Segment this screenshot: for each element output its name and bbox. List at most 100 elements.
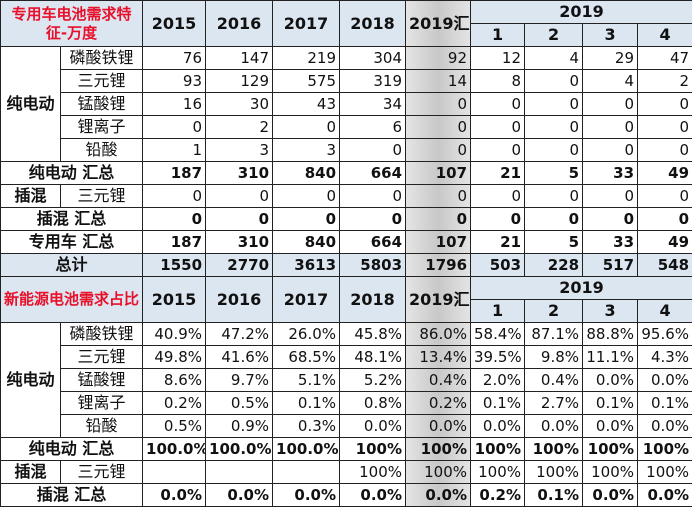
month-header: 1 bbox=[470, 299, 526, 323]
value-cell: 0 bbox=[405, 184, 472, 208]
value-cell: 0.0% bbox=[637, 483, 692, 507]
group-label: 插混 bbox=[0, 460, 61, 484]
value-cell: 0 bbox=[405, 115, 472, 139]
value-cell: 1550 bbox=[142, 253, 207, 277]
value-cell bbox=[272, 460, 341, 484]
month-header: 4 bbox=[637, 299, 692, 323]
section-title: 专用车电池需求特征-万度 bbox=[0, 0, 144, 47]
value-cell: 664 bbox=[339, 230, 407, 254]
data-row: 三元锂 93 129 575 319 14 8 0 4 2 bbox=[1, 69, 692, 93]
value-cell: 49 bbox=[637, 230, 692, 254]
value-cell: 0 bbox=[582, 184, 639, 208]
summary-label: 插混 汇总 bbox=[0, 207, 144, 231]
value-cell: 129 bbox=[205, 69, 274, 93]
sum-2019-header: 2019汇总 bbox=[405, 276, 472, 323]
value-cell: 310 bbox=[205, 230, 274, 254]
value-cell: 47.2% bbox=[205, 322, 274, 346]
year-header: 2015 bbox=[142, 276, 207, 323]
year-header: 2018 bbox=[339, 276, 407, 323]
value-cell: 0 bbox=[142, 184, 207, 208]
value-cell: 11.1% bbox=[582, 345, 639, 369]
summary-label: 总计 bbox=[0, 253, 144, 277]
value-cell bbox=[205, 460, 274, 484]
value-cell: 0.4% bbox=[524, 368, 584, 392]
value-cell: 30 bbox=[205, 92, 274, 116]
value-cell: 0.1% bbox=[637, 391, 692, 415]
value-cell: 92 bbox=[405, 46, 472, 70]
value-cell: 0.0% bbox=[524, 414, 584, 438]
value-cell: 0.5% bbox=[142, 414, 207, 438]
summary-label: 专用车 汇总 bbox=[0, 230, 144, 254]
battery-type-label: 锰酸锂 bbox=[59, 92, 144, 116]
value-cell: 0.2% bbox=[405, 391, 472, 415]
value-cell: 0.5% bbox=[205, 391, 274, 415]
value-cell: 0 bbox=[524, 138, 584, 162]
value-cell: 4.3% bbox=[637, 345, 692, 369]
value-cell: 0.0% bbox=[582, 414, 639, 438]
value-cell: 100.0% bbox=[272, 437, 341, 461]
value-cell: 0.9% bbox=[205, 414, 274, 438]
year-header: 2016 bbox=[205, 0, 274, 47]
value-cell: 1796 bbox=[405, 253, 472, 277]
value-cell: 664 bbox=[339, 161, 407, 185]
value-cell: 0 bbox=[637, 184, 692, 208]
battery-type-label: 三元锂 bbox=[59, 345, 144, 369]
value-cell: 9.7% bbox=[205, 368, 274, 392]
battery-type-label: 磷酸铁锂 bbox=[59, 46, 144, 70]
value-cell: 0.0% bbox=[205, 483, 274, 507]
value-cell: 0 bbox=[582, 92, 639, 116]
summary-row: 纯电动 汇总 100.0% 100.0% 100.0% 100% 100% 100% 100%… bbox=[0, 437, 692, 461]
value-cell: 100% bbox=[339, 460, 407, 484]
value-cell: 8.6% bbox=[142, 368, 207, 392]
value-cell: 1 bbox=[142, 138, 207, 162]
data-row: 铅酸 1 3 3 0 0 0 0 0 0 bbox=[1, 138, 692, 162]
battery-type-label: 铅酸 bbox=[59, 414, 144, 438]
value-cell: 0 bbox=[524, 92, 584, 116]
value-cell: 34 bbox=[339, 92, 407, 116]
value-cell: 147 bbox=[205, 46, 274, 70]
value-cell: 3 bbox=[272, 138, 341, 162]
value-cell: 0 bbox=[272, 184, 341, 208]
value-cell: 319 bbox=[339, 69, 407, 93]
value-cell: 5 bbox=[524, 161, 584, 185]
value-cell: 26.0% bbox=[272, 322, 341, 346]
value-cell: 12 bbox=[470, 46, 526, 70]
value-cell: 95.6% bbox=[637, 322, 692, 346]
value-cell: 228 bbox=[524, 253, 584, 277]
value-cell: 187 bbox=[142, 230, 207, 254]
section-title: 新能源电池需求占比 bbox=[0, 276, 144, 323]
value-cell: 4 bbox=[524, 46, 584, 70]
value-cell: 304 bbox=[339, 46, 407, 70]
value-cell: 100% bbox=[339, 437, 407, 461]
value-cell: 58.4% bbox=[470, 322, 526, 346]
value-cell: 0 bbox=[405, 138, 472, 162]
summary-label: 插混 汇总 bbox=[0, 483, 144, 507]
value-cell: 88.8% bbox=[582, 322, 639, 346]
data-row: 纯电动 磷酸铁锂 76 147 219 304 92 12 4 29 47 bbox=[0, 46, 692, 162]
value-cell: 0 bbox=[637, 207, 692, 231]
group-label: 纯电动 bbox=[0, 46, 61, 162]
value-cell: 5 bbox=[524, 230, 584, 254]
value-cell: 0.0% bbox=[405, 414, 472, 438]
value-cell: 100% bbox=[524, 437, 584, 461]
value-cell: 0 bbox=[524, 184, 584, 208]
month-header: 2 bbox=[524, 299, 584, 323]
group-2019-header: 2019 bbox=[470, 0, 692, 24]
value-cell: 0 bbox=[470, 138, 526, 162]
value-cell: 100.0% bbox=[142, 437, 207, 461]
value-cell: 5.2% bbox=[339, 368, 407, 392]
summary-row: 专用车 汇总 187 310 840 664 107 21 5 33 49 bbox=[0, 230, 692, 254]
value-cell: 0.2% bbox=[470, 483, 526, 507]
value-cell: 0 bbox=[272, 207, 341, 231]
value-cell: 840 bbox=[272, 161, 341, 185]
value-cell: 2 bbox=[637, 69, 692, 93]
value-cell: 40.9% bbox=[142, 322, 207, 346]
data-row: 锰酸锂 16 30 43 34 0 0 0 0 0 bbox=[1, 92, 692, 116]
data-row: 锂离子 0 2 0 6 0 0 0 0 0 bbox=[1, 115, 692, 139]
data-row: 插混 三元锂 100% 100% 100% 100% 100% 100% bbox=[0, 460, 692, 484]
value-cell: 14 bbox=[405, 69, 472, 93]
value-cell: 0.0% bbox=[637, 414, 692, 438]
data-row: 锂离子 0.2% 0.5% 0.1% 0.8% 0.2% 0.1% 2.7% 0.1% 0.1% bbox=[1, 391, 692, 415]
month-header: 4 bbox=[637, 23, 692, 47]
data-row: 纯电动 磷酸铁锂 40.9% 47.2% 26.0% 45.8% 86.0% 58.4% 87.… bbox=[0, 322, 692, 438]
